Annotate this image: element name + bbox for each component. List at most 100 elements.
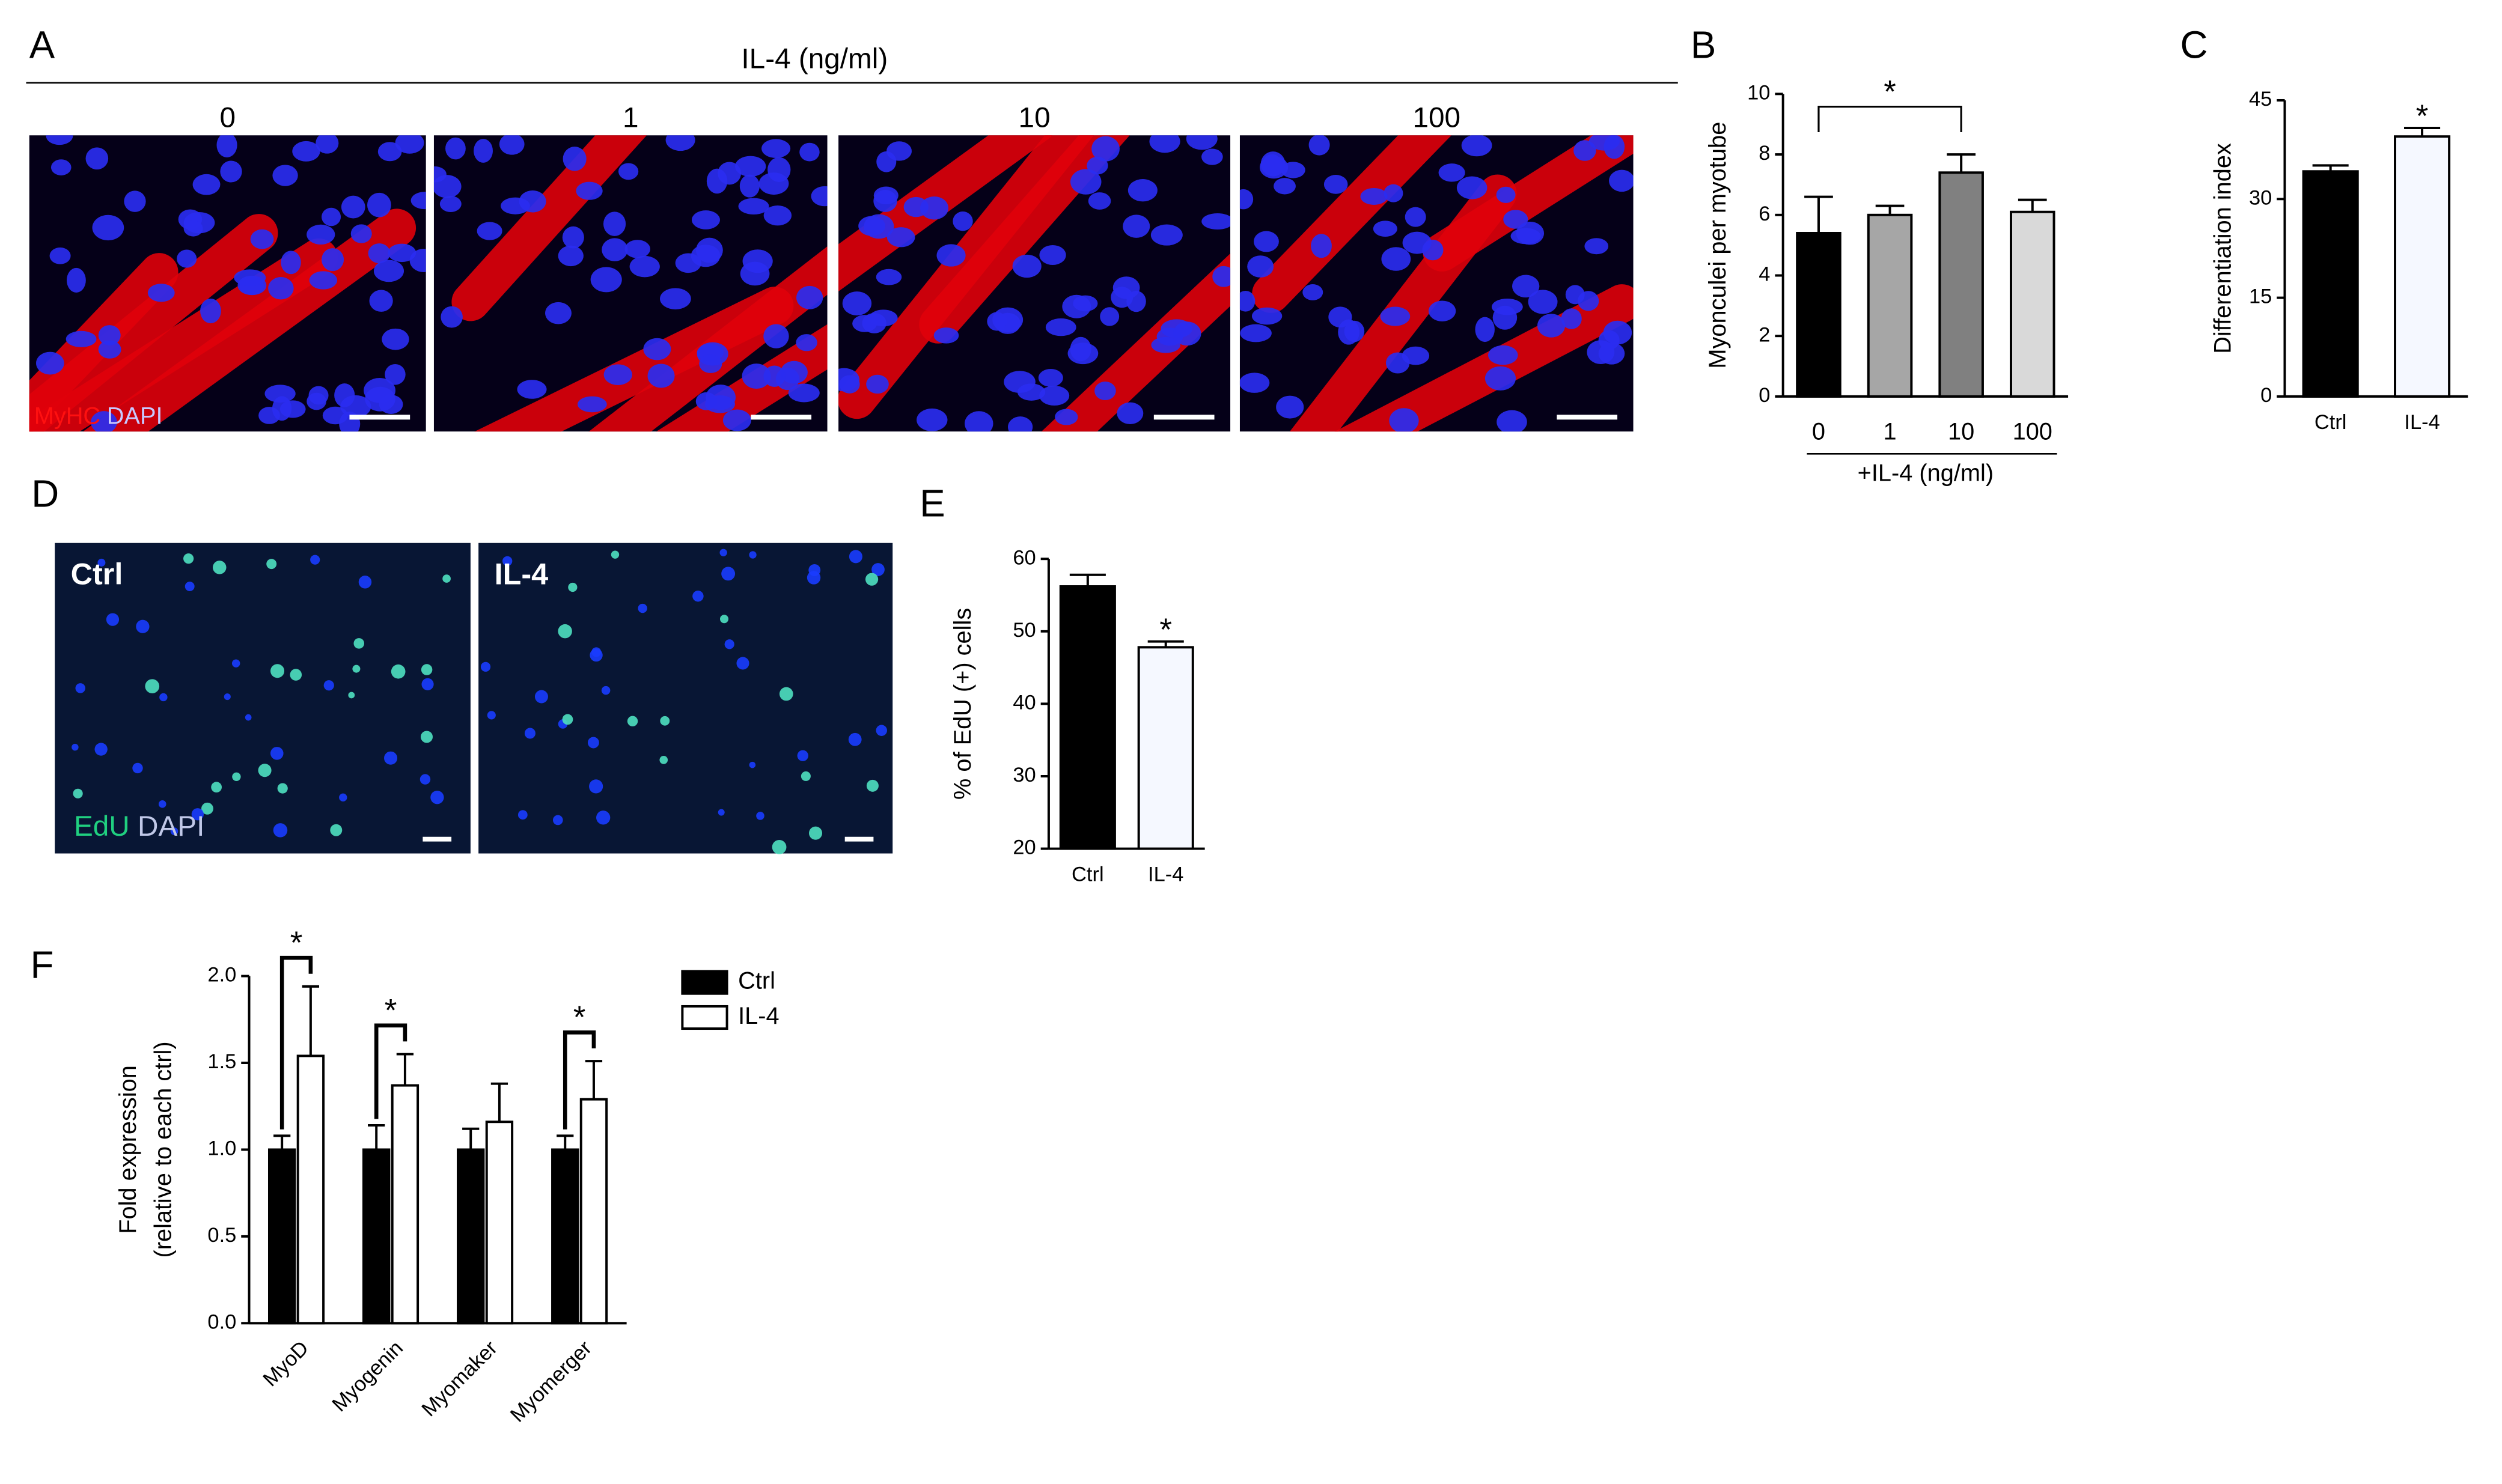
nucleus: [660, 288, 691, 309]
nucleus: [245, 714, 252, 721]
nucleus: [738, 198, 769, 214]
column-label: 100: [1412, 102, 1460, 133]
y-axis-label: Fold expression: [115, 1065, 141, 1234]
nucleus: [761, 139, 791, 158]
nucleus: [611, 550, 620, 559]
x-tick-label: 1: [1884, 418, 1897, 445]
nucleus: [719, 549, 727, 556]
nucleus: [75, 683, 85, 693]
bar: [1796, 232, 1841, 398]
nucleus: [1127, 179, 1158, 202]
nucleus: [643, 338, 671, 360]
significance-bracket: [374, 1023, 407, 1119]
nucleus: [1038, 368, 1063, 387]
nucleus: [1402, 231, 1432, 254]
nucleus: [936, 244, 966, 267]
nucleus: [339, 793, 347, 801]
nucleus: [1151, 336, 1181, 353]
nucleus: [763, 365, 786, 387]
micrograph: [433, 135, 828, 432]
myotube: [581, 196, 828, 432]
nucleus: [316, 135, 339, 154]
significance-label: *: [2416, 99, 2429, 134]
nucleus: [779, 687, 793, 701]
panel-label: E: [920, 482, 945, 525]
nucleus: [158, 800, 166, 808]
nucleus: [699, 354, 722, 373]
nucleus: [1402, 346, 1430, 365]
nucleus: [589, 779, 603, 794]
nucleus: [352, 664, 361, 673]
y-tick-label: 1.5: [207, 1050, 236, 1073]
nucleus: [499, 135, 525, 155]
panel-label: C: [2180, 23, 2208, 66]
nucleus: [749, 761, 756, 768]
nucleus: [1100, 307, 1120, 326]
nucleus: [665, 135, 695, 151]
x-tick-label: IL-4: [1148, 863, 1183, 886]
bar: [296, 1054, 325, 1325]
nucleus: [147, 284, 175, 302]
nucleus: [772, 840, 787, 854]
nucleus: [675, 253, 701, 273]
nucleus: [852, 315, 877, 332]
nucleus: [409, 249, 426, 272]
nucleus: [410, 192, 426, 210]
significance-label: *: [1884, 74, 1896, 109]
significance-bracket: [1817, 105, 1962, 132]
nucleus: [200, 298, 221, 324]
nucleus: [808, 826, 823, 840]
significance-bracket: [563, 1030, 596, 1130]
y-axis-label: (relative to each ctrl): [150, 1041, 177, 1257]
nucleus: [191, 808, 204, 821]
nucleus: [1537, 314, 1566, 338]
nucleus: [866, 779, 879, 792]
y-axis-label: % of EdU (+) cells: [950, 608, 976, 800]
nucleus: [224, 693, 231, 701]
y-tick-label: 45: [2249, 88, 2272, 111]
nucleus: [322, 248, 344, 272]
nucleus: [106, 613, 120, 626]
nucleus: [1201, 148, 1223, 165]
nucleus: [788, 383, 820, 403]
nucleus: [1344, 320, 1365, 342]
nucleus: [430, 791, 444, 804]
nucleus: [388, 243, 416, 263]
nucleus: [1123, 214, 1150, 238]
bar: [457, 1148, 485, 1325]
nucleus: [577, 396, 607, 413]
nucleus: [124, 190, 146, 212]
bar: [267, 1148, 296, 1325]
nucleus: [1094, 382, 1116, 401]
nucleus: [441, 306, 463, 328]
column-label: 1: [623, 102, 639, 133]
nucleus: [1274, 178, 1296, 195]
nucleus: [1516, 221, 1545, 245]
nucleus: [596, 810, 611, 825]
nucleus: [395, 135, 424, 154]
y-tick-label: 40: [1013, 691, 1036, 714]
nucleus: [953, 211, 973, 231]
significance-label: *: [385, 993, 397, 1029]
panel-label: A: [29, 23, 55, 66]
legend-swatch: [681, 970, 728, 995]
nucleus: [1565, 285, 1585, 305]
nucleus: [1004, 371, 1036, 394]
x-tick-label: 100: [2013, 418, 2052, 445]
nucleus: [749, 551, 757, 559]
micrograph: [478, 543, 893, 854]
nucleus: [159, 693, 168, 702]
stain-name: DAPI: [138, 810, 204, 842]
nucleus: [136, 619, 150, 633]
nucleus: [281, 251, 301, 275]
nucleus: [1239, 189, 1254, 210]
micrograph: [1239, 135, 1634, 432]
nucleus: [1302, 284, 1323, 300]
nucleus: [763, 324, 789, 348]
x-tick-label: Myomerger: [506, 1337, 596, 1427]
nucleus: [1384, 184, 1403, 202]
nucleus: [603, 211, 626, 236]
nucleus: [797, 750, 808, 761]
nucleus: [624, 240, 650, 258]
image-content: [1239, 135, 1634, 432]
